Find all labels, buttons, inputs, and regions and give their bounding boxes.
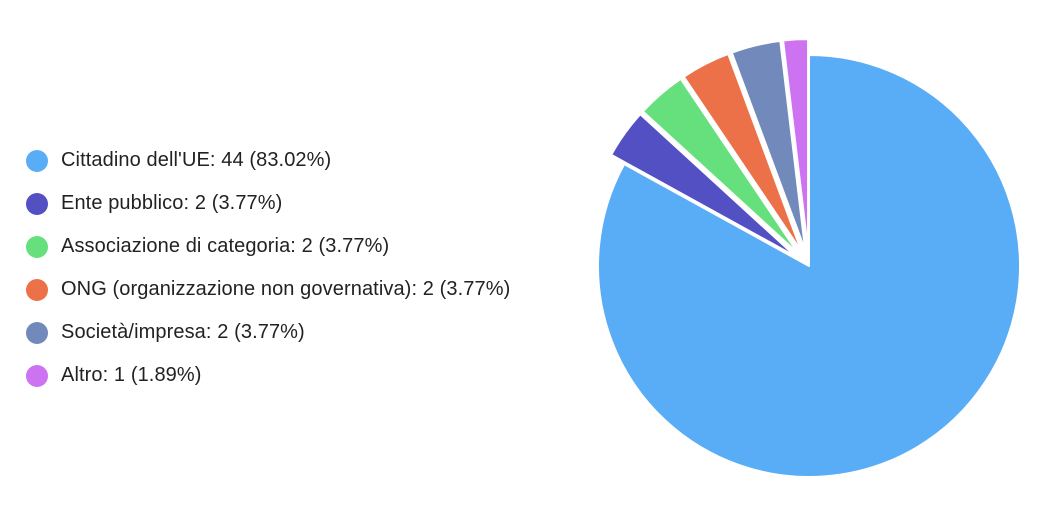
legend-item-altro: Altro: 1 (1.89%) [26,354,510,397]
pie-slice-ente-pubblico [610,113,797,258]
legend-label-societa-impresa: Società/impresa: 2 (3.77%) [61,321,305,343]
legend-swatch-associazione-categoria [26,235,48,258]
legend-item-ong: ONG (organizzazione non governativa): 2 … [26,268,510,311]
pie-slice-cittadino-ue [597,54,1021,478]
pie-slice-ong [682,52,803,253]
legend-swatch-altro [26,364,48,387]
pie-slice-altro [782,40,810,252]
legend-swatch-ong [26,278,48,301]
pie-slice-societa-impresa [730,40,807,252]
pie-slice-associazione-categoria [641,77,800,255]
legend-label-ente-pubblico: Ente pubblico: 2 (3.77%) [61,192,283,214]
legend-label-cittadino-ue: Cittadino dell'UE: 44 (83.02%) [61,149,332,171]
legend-item-cittadino-ue: Cittadino dell'UE: 44 (83.02%) [26,139,510,182]
legend-swatch-societa-impresa [26,321,48,344]
chart-legend: Cittadino dell'UE: 44 (83.02%) Ente pubb… [26,139,510,397]
legend-item-societa-impresa: Società/impresa: 2 (3.77%) [26,311,510,354]
legend-label-associazione-categoria: Associazione di categoria: 2 (3.77%) [61,235,390,257]
pie-chart [597,40,1021,478]
legend-swatch-cittadino-ue [26,149,48,172]
legend-label-altro: Altro: 1 (1.89%) [61,364,202,386]
legend-label-ong: ONG (organizzazione non governativa): 2 … [61,278,511,300]
legend-item-associazione-categoria: Associazione di categoria: 2 (3.77%) [26,225,510,268]
legend-item-ente-pubblico: Ente pubblico: 2 (3.77%) [26,182,510,225]
legend-swatch-ente-pubblico [26,192,48,215]
